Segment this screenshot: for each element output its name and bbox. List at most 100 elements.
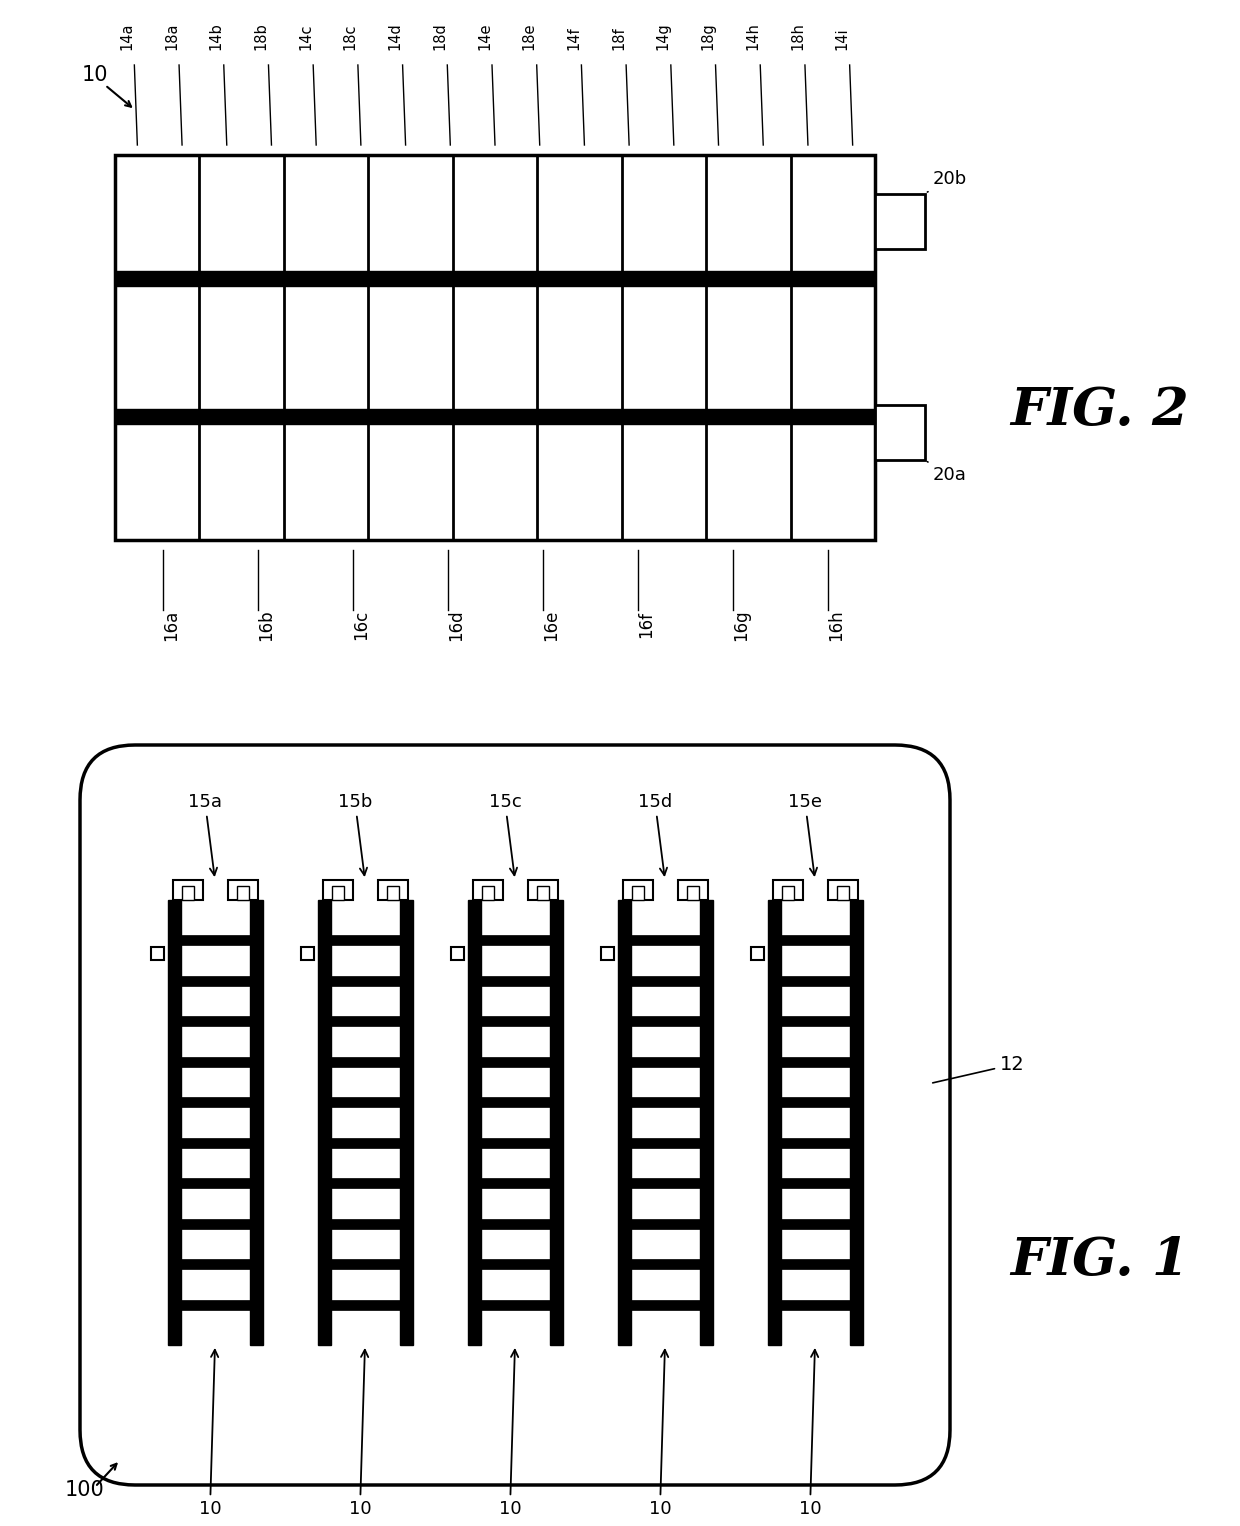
Bar bbox=[768, 1300, 863, 1309]
Text: 16a: 16a bbox=[162, 609, 181, 641]
Bar bbox=[618, 1219, 713, 1228]
Bar bbox=[467, 935, 563, 946]
Text: 14e: 14e bbox=[477, 23, 492, 50]
Bar bbox=[167, 1138, 263, 1148]
Text: 18b: 18b bbox=[253, 23, 269, 50]
Bar bbox=[618, 1097, 713, 1108]
Text: 16c: 16c bbox=[352, 610, 371, 639]
Text: 18a: 18a bbox=[164, 23, 179, 50]
Bar bbox=[317, 1259, 413, 1270]
Bar bbox=[618, 1016, 713, 1027]
Bar bbox=[600, 948, 614, 960]
Bar bbox=[837, 887, 848, 900]
Bar bbox=[167, 1259, 263, 1270]
Bar bbox=[618, 1058, 713, 1067]
Text: 14f: 14f bbox=[567, 26, 582, 50]
Bar bbox=[472, 881, 502, 900]
Text: 10: 10 bbox=[348, 1351, 371, 1518]
Bar bbox=[450, 948, 464, 960]
Text: 18e: 18e bbox=[522, 23, 537, 50]
Bar bbox=[467, 977, 563, 986]
Bar bbox=[467, 1016, 563, 1027]
Bar bbox=[167, 1300, 263, 1309]
Bar bbox=[768, 900, 780, 1344]
Bar bbox=[768, 1058, 863, 1067]
Text: 16d: 16d bbox=[448, 609, 465, 641]
Text: 20a: 20a bbox=[928, 462, 967, 484]
Bar bbox=[849, 900, 863, 1344]
Bar bbox=[317, 1097, 413, 1108]
Bar bbox=[527, 881, 558, 900]
Bar bbox=[631, 887, 644, 900]
Text: 10: 10 bbox=[82, 66, 108, 85]
Bar bbox=[331, 887, 343, 900]
Text: 18g: 18g bbox=[701, 23, 715, 50]
Bar bbox=[622, 881, 652, 900]
Bar bbox=[317, 1300, 413, 1309]
Text: 14i: 14i bbox=[835, 27, 849, 50]
Bar bbox=[167, 935, 263, 946]
Bar bbox=[167, 1016, 263, 1027]
Text: 18f: 18f bbox=[611, 26, 626, 50]
Bar bbox=[317, 977, 413, 986]
Text: 15d: 15d bbox=[637, 794, 672, 876]
Text: 10: 10 bbox=[799, 1351, 821, 1518]
Bar bbox=[150, 948, 164, 960]
Text: 18d: 18d bbox=[433, 23, 448, 50]
Bar bbox=[467, 900, 481, 1344]
Text: 18h: 18h bbox=[790, 21, 805, 50]
Bar bbox=[467, 1219, 563, 1228]
Text: 14g: 14g bbox=[656, 23, 671, 50]
Bar bbox=[481, 887, 494, 900]
Bar bbox=[750, 948, 764, 960]
Text: 14a: 14a bbox=[119, 23, 134, 50]
Bar bbox=[467, 1178, 563, 1189]
Bar bbox=[773, 881, 802, 900]
Bar bbox=[677, 881, 708, 900]
Bar bbox=[768, 1178, 863, 1189]
Text: 16f: 16f bbox=[637, 612, 656, 638]
Bar bbox=[537, 887, 548, 900]
Text: 14h: 14h bbox=[745, 21, 760, 50]
Text: 15e: 15e bbox=[787, 794, 822, 876]
Bar bbox=[467, 1097, 563, 1108]
Bar bbox=[322, 881, 352, 900]
Bar bbox=[115, 270, 875, 285]
Bar bbox=[687, 887, 698, 900]
Bar bbox=[467, 1300, 563, 1309]
Bar bbox=[781, 887, 794, 900]
Bar bbox=[317, 1138, 413, 1148]
Bar bbox=[377, 881, 408, 900]
Bar bbox=[467, 1138, 563, 1148]
Bar bbox=[167, 1058, 263, 1067]
Bar bbox=[317, 935, 413, 946]
Bar bbox=[399, 900, 413, 1344]
Bar bbox=[115, 409, 875, 424]
Bar bbox=[768, 1016, 863, 1027]
Bar bbox=[618, 1259, 713, 1270]
Bar bbox=[167, 977, 263, 986]
Bar bbox=[618, 977, 713, 986]
Text: 14c: 14c bbox=[298, 23, 314, 50]
Text: 20b: 20b bbox=[928, 169, 967, 192]
Bar bbox=[618, 900, 630, 1344]
Text: 12: 12 bbox=[932, 1054, 1024, 1083]
Bar bbox=[768, 977, 863, 986]
Text: 15a: 15a bbox=[188, 794, 222, 876]
Text: 16b: 16b bbox=[258, 609, 275, 641]
Bar bbox=[227, 881, 258, 900]
Bar bbox=[167, 1097, 263, 1108]
Bar bbox=[172, 881, 202, 900]
Bar bbox=[115, 156, 875, 540]
Bar bbox=[768, 1219, 863, 1228]
Text: 10: 10 bbox=[498, 1351, 521, 1518]
Bar bbox=[768, 1097, 863, 1108]
Bar bbox=[875, 194, 925, 249]
Bar bbox=[167, 1178, 263, 1189]
Bar bbox=[827, 881, 858, 900]
Bar bbox=[237, 887, 248, 900]
Bar bbox=[167, 1219, 263, 1228]
Bar bbox=[618, 1138, 713, 1148]
Text: 16h: 16h bbox=[827, 609, 846, 641]
Text: FIG. 1: FIG. 1 bbox=[1011, 1235, 1189, 1285]
